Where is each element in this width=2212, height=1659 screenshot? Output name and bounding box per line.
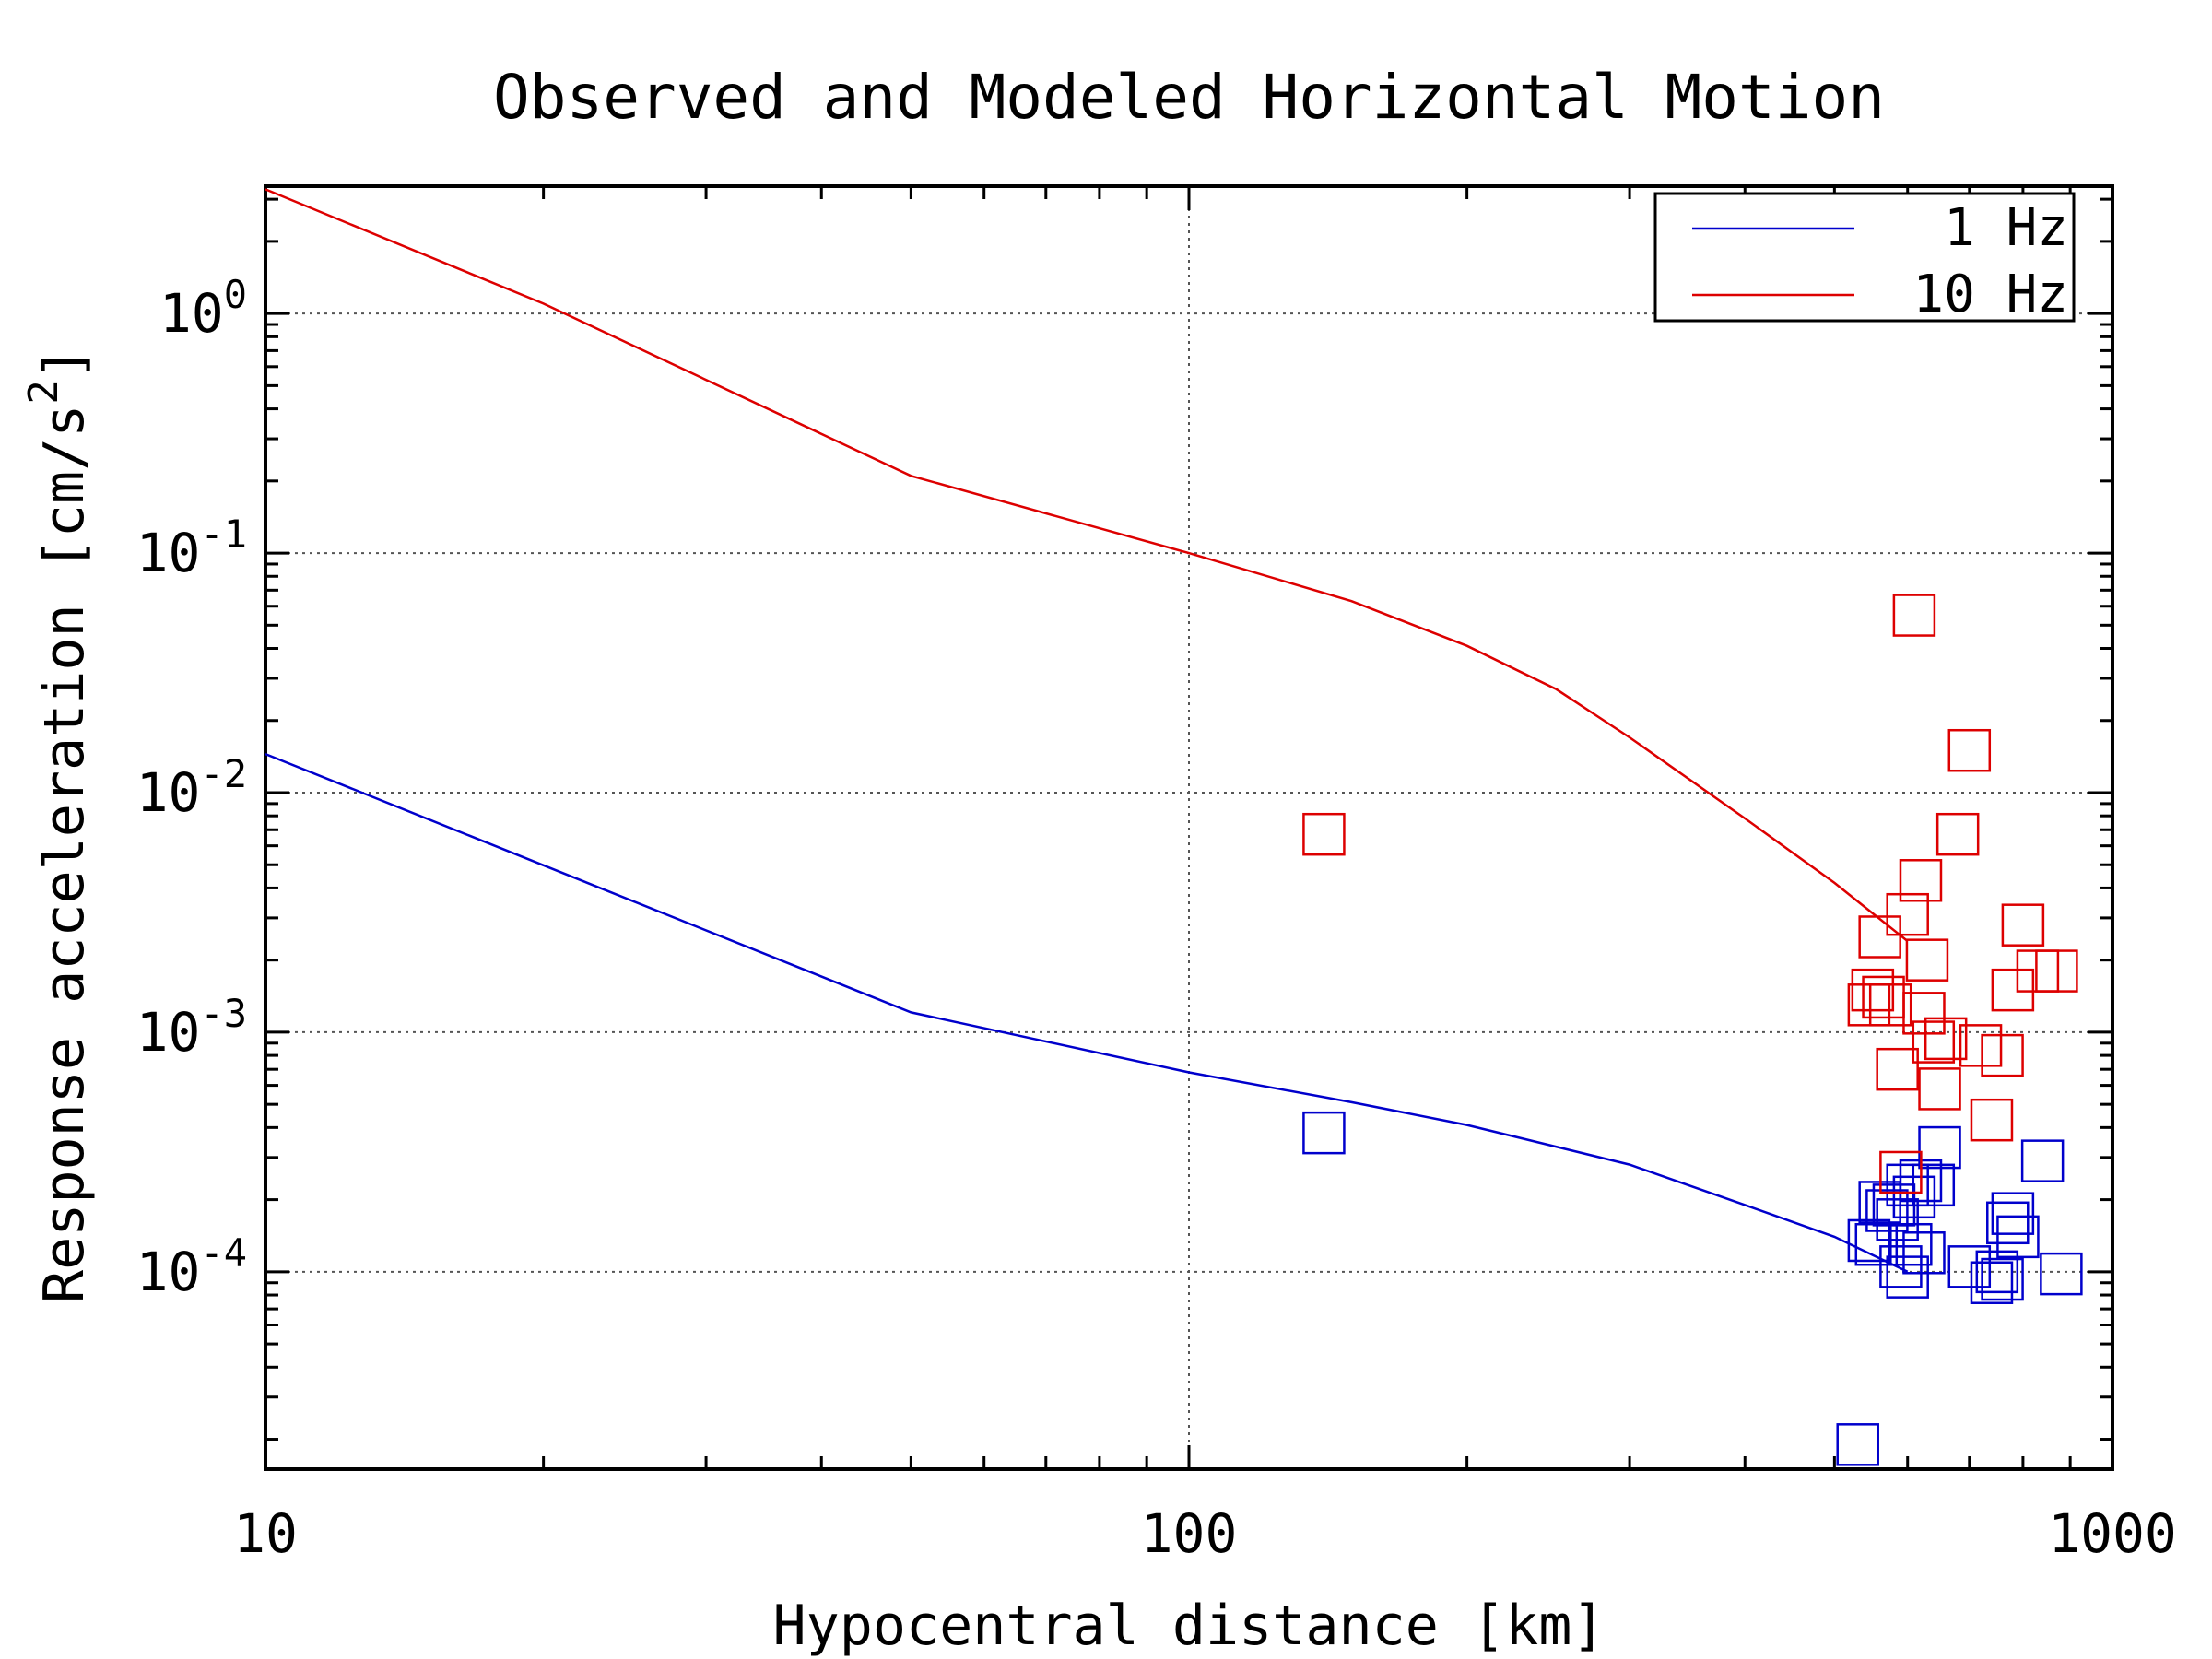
data-point-10hz [1899, 859, 1943, 902]
model-line-10hz [265, 188, 1909, 943]
legend-label: 10 Hz [1912, 265, 2068, 324]
data-point-10hz [1912, 1020, 1956, 1064]
data-point-1hz [1918, 1125, 1961, 1170]
data-point-10hz [1970, 1098, 2014, 1142]
data-point-10hz [1924, 1017, 1968, 1061]
x-tick-label: 1000 [2048, 1502, 2177, 1565]
axis-ticks [264, 186, 2112, 1469]
y-axis-label: Response acceleration [cm/s2] [20, 347, 97, 1303]
data-point-1hz [1902, 1231, 1946, 1275]
y-tick-labels: 100 10-1 10-2 10-3 10-4 [136, 272, 247, 1303]
data-point-10hz [2001, 903, 2045, 947]
y-tick-label: 10-1 [136, 512, 247, 584]
data-point-10hz [1991, 968, 2035, 1012]
grid-lines [265, 186, 2112, 1469]
data-point-1hz [1879, 1245, 1923, 1288]
y-tick-label: 10-4 [136, 1230, 247, 1303]
x-tick-label: 10 [233, 1502, 298, 1565]
legend-box [1653, 192, 2076, 323]
data-point-1hz [1886, 1163, 1929, 1207]
data-point-1hz [1986, 1201, 2030, 1245]
data-point-10hz [1858, 915, 1901, 959]
data-point-10hz [1302, 812, 1346, 856]
x-tick-labels: 10 100 1000 [233, 1502, 2177, 1565]
model-line-1hz [265, 752, 1909, 1273]
data-point-10hz [1892, 594, 1936, 637]
data-point-10hz [1918, 1067, 1961, 1111]
data-point-1hz [1876, 1198, 1919, 1241]
data-point-10hz [1876, 1047, 1919, 1091]
y-tick-label: 100 [159, 272, 247, 345]
data-point-10hz [2035, 949, 2078, 993]
data-point-10hz [1862, 975, 1905, 1019]
x-tick-label: 100 [1141, 1502, 1238, 1565]
data-point-10hz [2016, 949, 2060, 993]
data-point-10hz [1947, 728, 1992, 772]
data-point-10hz [1959, 1024, 2003, 1067]
data-point-1hz [1975, 1250, 2019, 1294]
data-point-10hz [1851, 968, 1895, 1012]
data-point-1hz [1302, 1111, 1346, 1155]
data-point-1hz [1991, 1192, 2035, 1235]
data-point-1hz [1912, 1163, 1956, 1207]
legend-label: 1 Hz [1944, 198, 2068, 258]
plot-frame [264, 184, 2114, 1471]
y-tick-label: 10-2 [136, 751, 247, 824]
data-point-10hz [1847, 983, 1891, 1027]
data-point-1hz [1981, 1257, 2024, 1301]
legend: 1 Hz 10 Hz [1653, 192, 2076, 324]
data-point-10hz [1879, 1150, 1923, 1194]
data-point-1hz [1889, 1222, 1933, 1266]
data-point-10hz [1981, 1033, 2024, 1077]
data-point-10hz [1936, 812, 1980, 856]
data-point-10hz [1905, 938, 1949, 982]
chart-title: Observed and Modeled Horizontal Motion [493, 62, 1885, 133]
data-point-1hz [1970, 1261, 2014, 1304]
y-tick-label: 10-3 [136, 991, 247, 1064]
data-point-1hz [1836, 1423, 1879, 1466]
observed-points [1302, 594, 2083, 1466]
data-point-1hz [1886, 1255, 1929, 1299]
data-point-10hz [1868, 983, 1912, 1027]
x-axis-label: Hypocentral distance [km] [772, 1594, 1605, 1658]
data-point-1hz [2040, 1252, 2083, 1296]
data-point-1hz [2020, 1139, 2065, 1182]
data-point-1hz [1947, 1245, 1992, 1288]
data-point-10hz [1886, 892, 1929, 936]
model-lines [265, 188, 1909, 1273]
